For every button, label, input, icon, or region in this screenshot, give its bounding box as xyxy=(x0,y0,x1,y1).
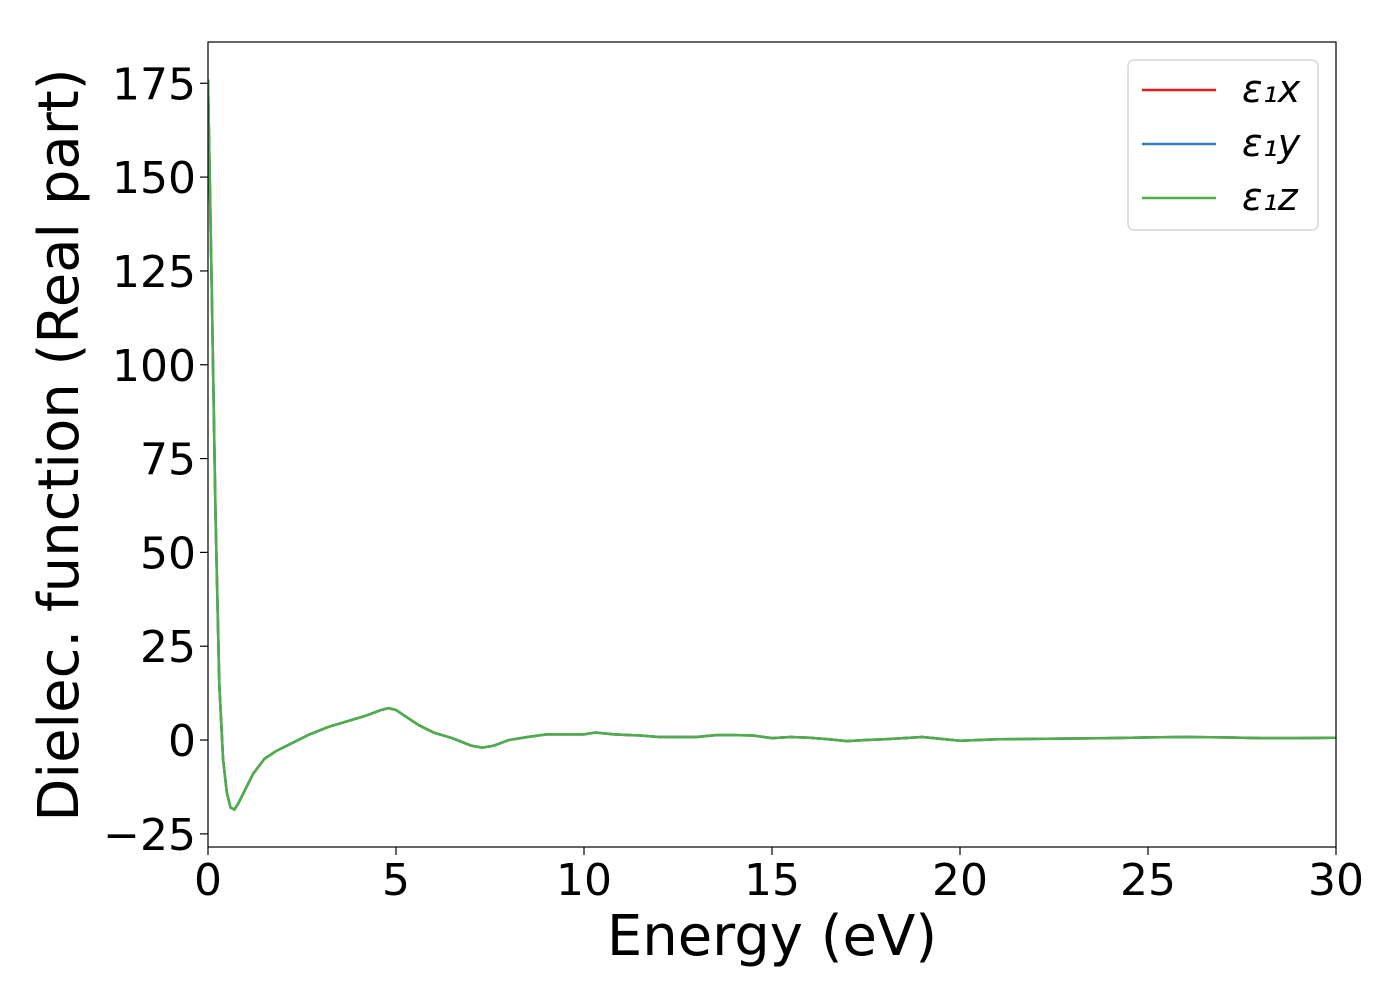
x-tick-label: 0 xyxy=(194,855,222,906)
legend-label: ε₁x xyxy=(1242,67,1301,111)
y-tick-label: 75 xyxy=(140,435,196,486)
x-axis-label: Energy (eV) xyxy=(607,904,937,969)
x-tick-label: 30 xyxy=(1308,855,1364,906)
y-tick-label: 125 xyxy=(112,247,196,298)
legend-label: ε₁y xyxy=(1242,121,1301,165)
y-tick-label: 50 xyxy=(140,528,196,579)
y-tick-label: 25 xyxy=(140,622,196,673)
line xyxy=(208,79,1336,812)
x-tick-label: 15 xyxy=(744,855,800,906)
x-tick-label: 25 xyxy=(1120,855,1176,906)
plot-frame xyxy=(207,41,1337,848)
x-tick-label: 5 xyxy=(382,855,410,906)
x-tick-label: 20 xyxy=(932,855,988,906)
y-tick-label: 175 xyxy=(112,59,196,110)
legend-label: ε₁z xyxy=(1242,175,1299,219)
legend-box xyxy=(1127,59,1319,231)
x-tick-label: 10 xyxy=(556,855,612,906)
y-tick-label: 150 xyxy=(112,153,196,204)
y-tick-label: 0 xyxy=(168,716,196,767)
y-axis-label: Dielec. function (Real part) xyxy=(27,68,92,821)
y-tick-label: 100 xyxy=(112,341,196,392)
y-tick-label: −25 xyxy=(103,810,196,861)
